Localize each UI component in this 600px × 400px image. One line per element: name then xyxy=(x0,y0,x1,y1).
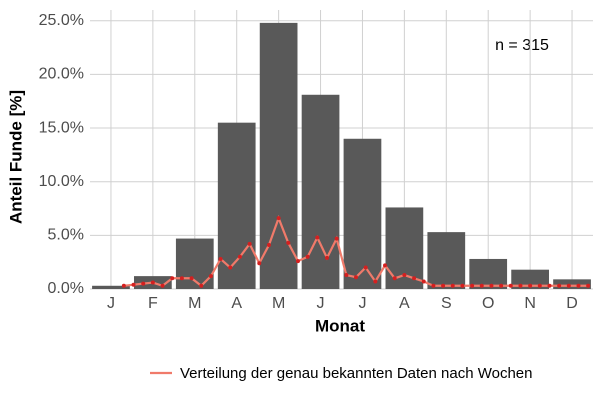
y-tick-label: 20.0% xyxy=(39,66,84,83)
point xyxy=(305,254,310,259)
point xyxy=(131,282,136,287)
point xyxy=(170,276,175,281)
x-tick-label: M xyxy=(272,295,285,312)
point xyxy=(479,283,484,288)
bar xyxy=(259,22,298,289)
x-tick-label: D xyxy=(566,295,578,312)
point xyxy=(489,283,494,288)
point xyxy=(276,216,281,221)
point xyxy=(208,274,213,279)
point xyxy=(150,280,155,285)
point xyxy=(499,283,504,288)
bar xyxy=(301,94,340,290)
y-tick-label: 5.0% xyxy=(48,227,84,244)
point xyxy=(141,281,146,286)
point xyxy=(179,276,184,281)
y-axis-title: Anteil Funde [%] xyxy=(6,90,25,224)
point xyxy=(528,283,533,288)
point xyxy=(189,276,194,281)
x-tick-label: O xyxy=(482,295,494,312)
y-tick-label: 25.0% xyxy=(39,12,84,29)
point xyxy=(237,254,242,259)
annotation: n = 315 xyxy=(495,37,549,54)
point xyxy=(537,283,542,288)
bar xyxy=(343,138,382,289)
point xyxy=(334,236,339,241)
x-tick-label: A xyxy=(399,295,410,312)
y-tick-label: 10.0% xyxy=(39,173,84,190)
point xyxy=(412,276,417,281)
bar xyxy=(553,279,591,289)
x-tick-label: S xyxy=(441,295,452,312)
x-tick-label: M xyxy=(188,295,201,312)
point xyxy=(441,283,446,288)
y-tick-label: 0.0% xyxy=(48,280,84,297)
legend-label: Verteilung der genau bekannten Daten nac… xyxy=(180,365,533,382)
point xyxy=(373,279,378,284)
x-tick-label: J xyxy=(107,295,115,312)
x-tick-label: F xyxy=(148,295,158,312)
x-axis-title: Monat xyxy=(315,316,365,335)
point xyxy=(266,243,271,248)
point xyxy=(354,275,359,280)
point xyxy=(566,283,571,288)
point xyxy=(228,265,233,270)
point xyxy=(160,283,165,288)
point xyxy=(199,283,204,288)
point xyxy=(557,283,562,288)
x-tick-label: A xyxy=(231,295,242,312)
point xyxy=(247,241,252,246)
point xyxy=(363,265,368,270)
point xyxy=(286,240,291,245)
point xyxy=(508,283,513,288)
point xyxy=(218,256,223,261)
point xyxy=(576,283,581,288)
point xyxy=(315,235,320,240)
x-tick-label: N xyxy=(524,295,536,312)
point xyxy=(547,283,552,288)
x-tick-label: J xyxy=(358,295,366,312)
point xyxy=(257,261,262,266)
point xyxy=(324,255,329,260)
point xyxy=(450,283,455,288)
point xyxy=(392,276,397,281)
point xyxy=(344,273,349,278)
point xyxy=(295,259,300,264)
point xyxy=(421,279,426,284)
y-tick-label: 15.0% xyxy=(39,119,84,136)
point xyxy=(460,283,465,288)
point xyxy=(518,283,523,288)
point xyxy=(383,263,388,268)
point xyxy=(470,283,475,288)
bar xyxy=(217,122,256,289)
bar xyxy=(427,232,466,289)
point xyxy=(586,283,591,288)
bar xyxy=(92,285,130,289)
point xyxy=(402,273,407,278)
x-tick-label: J xyxy=(317,295,325,312)
point xyxy=(431,283,436,288)
point xyxy=(121,283,126,288)
